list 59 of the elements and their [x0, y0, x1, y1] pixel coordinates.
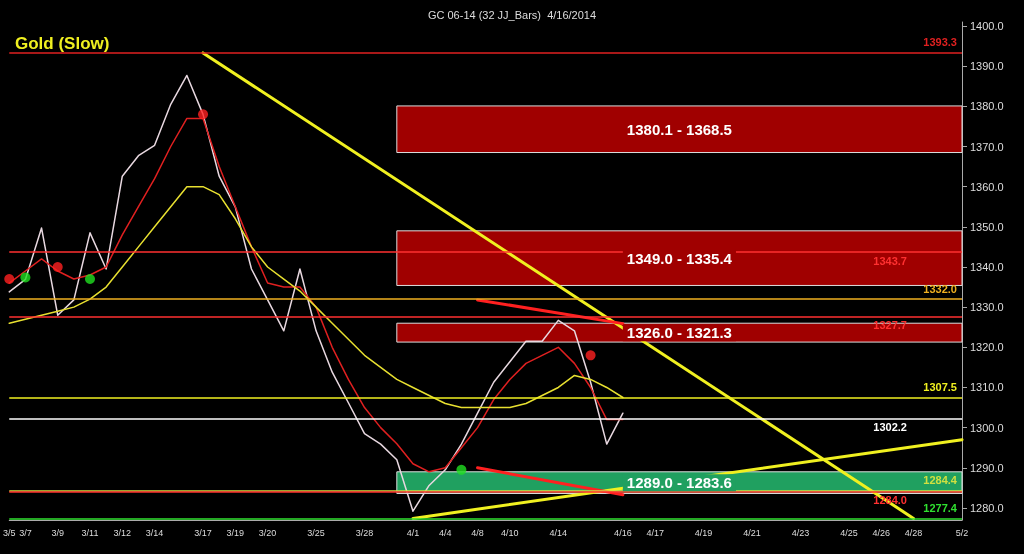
x-tick-label: 5/2 [955, 527, 969, 538]
x-tick-label: 3/9 [51, 527, 64, 538]
ref-line-label: 1277.4 [923, 501, 958, 514]
y-tick-label: 1390.0 [970, 60, 1004, 73]
x-tick-label: 3/20 [258, 527, 277, 538]
x-tick-label: 4/1 [406, 527, 420, 538]
x-tick-label: 4/16 [614, 527, 632, 538]
y-tick-label: 1400.0 [970, 20, 1004, 33]
chart-title: GC 06-14 (32 JJ_Bars) 4/16/2014 [427, 8, 597, 21]
y-tick-label: 1370.0 [970, 140, 1004, 153]
point [198, 109, 209, 120]
x-tick-label: 4/14 [549, 527, 568, 538]
ref-line-label: 1332.0 [923, 282, 957, 295]
x-tick-label: 3/14 [145, 527, 164, 538]
x-tick-label: 4/10 [501, 527, 519, 538]
line-series [8, 185, 624, 409]
x-tick-label: 4/23 [791, 527, 810, 538]
point [85, 274, 95, 285]
point [456, 464, 467, 475]
y-tick-label: 1350.0 [970, 220, 1004, 233]
y-tick-label: 1300.0 [970, 421, 1004, 434]
x-tick-label: 3/17 [194, 527, 212, 538]
ref-line-label: 1343.7 [873, 254, 907, 267]
y-tick-label: 1360.0 [970, 180, 1004, 193]
x-tick-label: 4/28 [904, 527, 923, 538]
y-tick-label: 1290.0 [970, 461, 1004, 474]
y-tick-label: 1330.0 [970, 301, 1004, 314]
band-label: 1326.0 - 1321.3 [626, 324, 732, 342]
x-tick-label: 4/8 [471, 527, 484, 538]
band-label: 1349.0 - 1335.4 [626, 249, 733, 267]
ref-line-label: 1302.2 [873, 421, 907, 434]
x-tick-label: 4/25 [840, 527, 858, 538]
ref-line-label: 1307.5 [923, 381, 957, 394]
point [4, 274, 15, 285]
x-tick-label: 3/5 [3, 527, 16, 538]
x-tick-label: 4/4 [439, 527, 452, 538]
text: Gold (Slow) [15, 34, 110, 53]
point [20, 272, 31, 283]
point [585, 350, 596, 361]
band-label: 1289.0 - 1283.6 [626, 474, 732, 492]
x-tick-label: 4/21 [743, 527, 761, 538]
y-tick-label: 1340.0 [970, 260, 1004, 273]
x-tick-label: 3/19 [226, 527, 245, 538]
x-tick-label: 4/19 [694, 527, 713, 538]
x-tick-label: 3/7 [19, 527, 32, 538]
y-tick-label: 1280.0 [970, 501, 1004, 514]
x-tick-label: 3/25 [307, 527, 325, 538]
y-tick-label: 1380.0 [970, 100, 1004, 113]
band-label: 1380.1 - 1368.5 [626, 120, 732, 138]
ref-line-label: 1284.4 [923, 473, 958, 486]
y-tick-label: 1320.0 [970, 341, 1004, 354]
x-tick-label: 3/28 [355, 527, 374, 538]
ref-line-label: 1393.3 [923, 36, 957, 49]
point [52, 261, 63, 272]
x-tick-label: 4/26 [872, 527, 891, 538]
x-tick-label: 3/12 [113, 527, 132, 538]
x-tick-label: 4/17 [646, 527, 664, 538]
y-tick-label: 1310.0 [970, 381, 1004, 394]
x-tick-label: 3/11 [81, 527, 99, 538]
